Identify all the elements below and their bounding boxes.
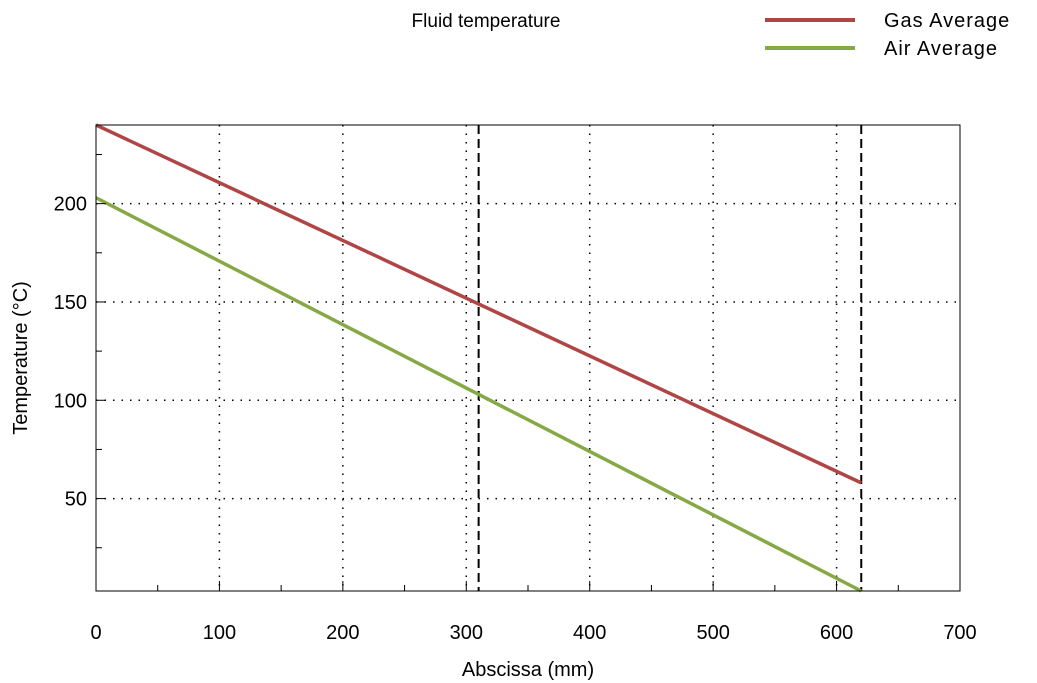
- x-tick-label: 700: [943, 622, 976, 644]
- x-tick-label: 400: [573, 622, 606, 644]
- plot-frame: [95, 124, 961, 592]
- legend-label: Gas Average: [884, 10, 1010, 32]
- x-tick-label: 100: [203, 622, 236, 644]
- legend: Gas Average Air Average: [765, 10, 1010, 60]
- y-tick-label: 100: [54, 390, 87, 412]
- x-tick-label: 500: [696, 622, 729, 644]
- x-tick-label: 0: [90, 622, 101, 644]
- y-tick-label: 50: [65, 489, 87, 511]
- y-axis-label: Temperature (°C): [10, 281, 32, 435]
- y-axis-ticks: 50 100 150 200: [54, 153, 106, 549]
- reference-lines: [477, 125, 863, 591]
- x-tick-label: 200: [326, 622, 359, 644]
- y-tick-label: 150: [54, 292, 87, 314]
- grid: [96, 125, 960, 591]
- x-tick-label: 300: [450, 622, 483, 644]
- series-lines: [95, 123, 863, 593]
- x-tick-label: 600: [820, 622, 853, 644]
- series-line: [95, 196, 863, 593]
- series-line: [95, 123, 862, 485]
- legend-label: Air Average: [884, 38, 998, 60]
- y-tick-label: 200: [54, 194, 87, 216]
- chart-title: Fluid temperature: [412, 11, 561, 32]
- x-axis-ticks: 0 100 200 300 400 500 600 700: [90, 581, 977, 644]
- x-axis-label: Abscissa (mm): [462, 659, 594, 681]
